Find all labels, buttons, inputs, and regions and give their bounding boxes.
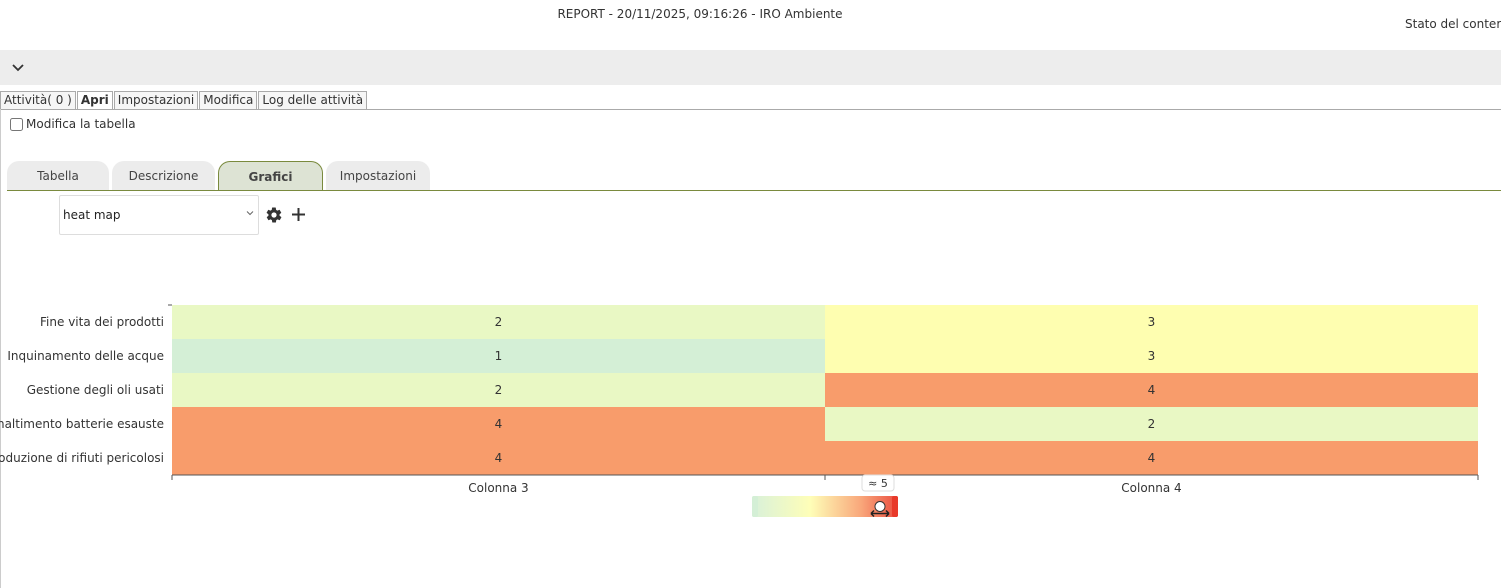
heatmap-cell-label: 4 (1148, 451, 1156, 465)
heatmap-cell[interactable] (825, 407, 1478, 441)
tab-impostazioni[interactable]: Impostazioni (113, 91, 199, 110)
row-label: Gestione degli oli usati (27, 383, 164, 397)
heatmap-cell[interactable] (825, 305, 1478, 339)
tab-divider (0, 109, 1501, 110)
report-title: REPORT - 20/11/2025, 09:16:26 - IRO Ambi… (557, 7, 843, 21)
edit-table-label: Modifica la tabella (26, 117, 136, 131)
heatmap-cell[interactable] (825, 373, 1478, 407)
heatmap-cell-label: 2 (495, 315, 503, 329)
heatmap-cell-label: 4 (495, 451, 503, 465)
heatmap-cell[interactable] (172, 373, 825, 407)
x-tick-label: Colonna 4 (1121, 481, 1181, 495)
legend-color-bar[interactable] (752, 496, 898, 517)
heatmap-cell[interactable] (172, 339, 825, 373)
status-label: Stato del conter (1405, 17, 1501, 31)
gear-icon[interactable] (265, 206, 283, 224)
row-label: Smaltimento batterie esauste (0, 417, 164, 431)
legend-max-handle[interactable] (892, 496, 898, 517)
legend-value-label: ≈ 5 (868, 477, 888, 490)
heatmap-cell[interactable] (172, 441, 825, 475)
row-label: Inquinamento delle acque (7, 349, 164, 363)
heatmap-cell[interactable] (825, 339, 1478, 373)
x-tick-label: Colonna 3 (468, 481, 528, 495)
chart-type-select[interactable]: heat map (59, 195, 259, 235)
row-label: Fine vita dei prodotti (40, 315, 164, 329)
tab-tabella[interactable]: Tabella (7, 161, 109, 191)
plus-icon[interactable] (291, 207, 306, 222)
row-label: Produzione di rifiuti pericolosi (0, 451, 164, 465)
edit-table-checkbox[interactable] (10, 117, 23, 131)
panel-border (0, 109, 1, 588)
view-tab-bar: Tabella Descrizione Grafici Impostazioni (7, 161, 433, 191)
legend-value-tooltip (861, 474, 895, 492)
heatmap-chart: 2 3 1 3 2 4 4 2 4 4 Fine vita dei prodotti Inquina… (0, 304, 1479, 518)
resize-cursor-icon (870, 509, 890, 518)
heatmap-cell-label: 4 (1148, 383, 1156, 397)
heatmap-cell-label: 2 (1148, 417, 1156, 431)
heatmap-cell-label: 3 (1148, 315, 1156, 329)
heatmap-cell-label: 3 (1148, 349, 1156, 363)
heatmap-cell-label: 1 (495, 349, 503, 363)
tab-descrizione[interactable]: Descrizione (112, 161, 215, 191)
tab-attivita[interactable]: Attività( 0 ) (0, 91, 76, 110)
chevron-down-icon[interactable] (10, 59, 26, 75)
heatmap-cell[interactable] (825, 441, 1478, 475)
collapse-bar[interactable] (0, 50, 1501, 85)
view-tab-divider (7, 190, 1501, 191)
legend-min-handle[interactable] (752, 496, 758, 517)
tab-grafici[interactable]: Grafici (218, 161, 323, 191)
tab-modifica[interactable]: Modifica (199, 91, 258, 110)
heatmap-cell[interactable] (172, 305, 825, 339)
tab-log-attivita[interactable]: Log delle attività (258, 91, 368, 110)
edit-table-toggle[interactable]: Modifica la tabella (9, 117, 136, 131)
heatmap-cell-label: 4 (495, 417, 503, 431)
legend-handle-icon[interactable] (874, 501, 886, 512)
heatmap-cell[interactable] (172, 407, 825, 441)
tab-impostazioni-grafico[interactable]: Impostazioni (326, 161, 430, 191)
heatmap-cell-label: 2 (495, 383, 503, 397)
tab-apri[interactable]: Apri (76, 91, 113, 110)
top-tab-bar: Attività( 0 ) Apri Impostazioni Modifica… (0, 91, 368, 110)
